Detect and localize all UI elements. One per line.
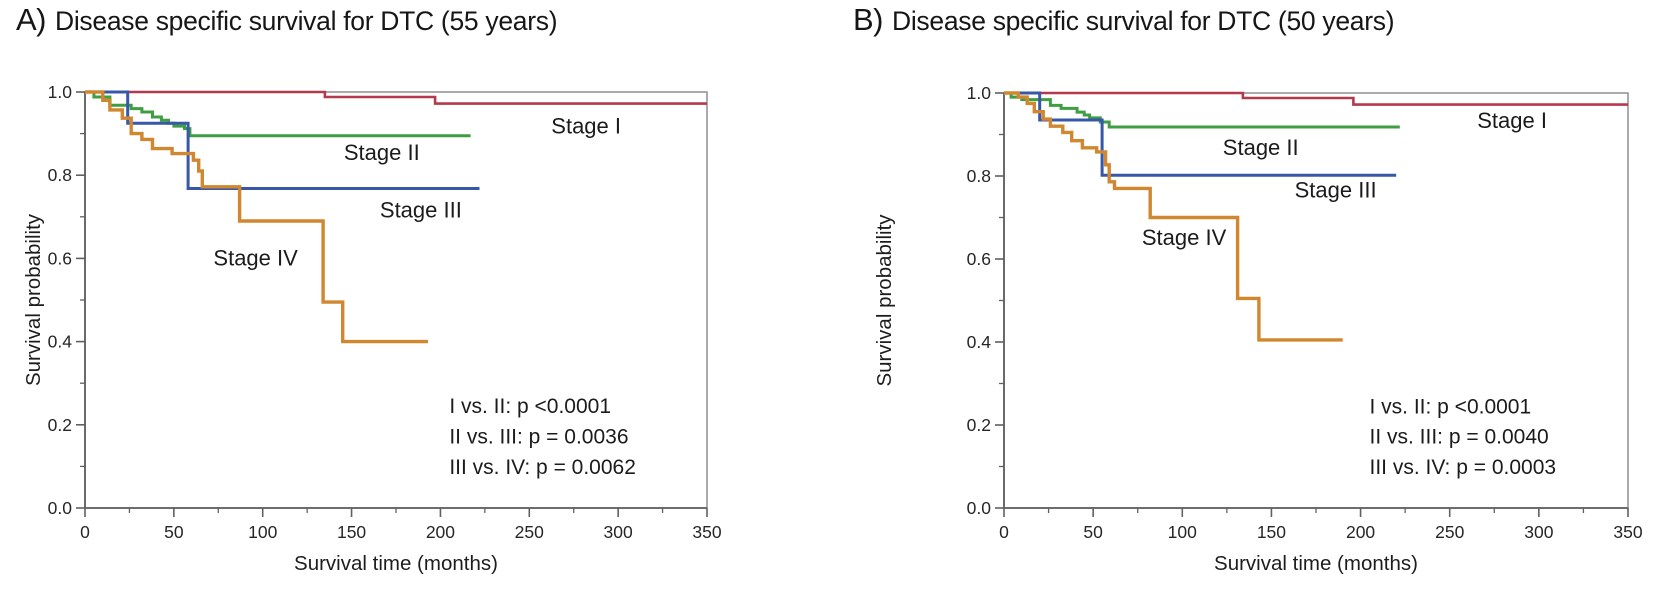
km-curve-stage-i	[1004, 91, 1628, 106]
stage-label-stage-ii: Stage II	[344, 140, 420, 165]
stage-label-stage-ii: Stage II	[1223, 135, 1299, 160]
y-tick-label: 1.0	[967, 83, 992, 103]
x-tick-label: 0	[999, 522, 1009, 542]
p-value-line: II vs. III: p = 0.0036	[449, 425, 628, 448]
x-tick-label: 350	[1613, 522, 1642, 542]
panel-a-title-text: Disease specific survival for DTC (55 ye…	[55, 6, 558, 36]
x-tick-label: 150	[1257, 522, 1286, 542]
p-value-line: III vs. IV: p = 0.0003	[1369, 456, 1556, 479]
panel-a-title-prefix: A)	[16, 2, 47, 37]
y-tick-label: 0.8	[967, 166, 991, 186]
x-tick-label: 0	[80, 522, 90, 542]
x-tick-label: 200	[426, 522, 455, 542]
km-curve-stage-iii	[1004, 91, 1397, 177]
x-tick-label: 50	[164, 522, 184, 542]
x-tick-label: 350	[692, 522, 721, 542]
stage-label-stage-iv: Stage IV	[1142, 225, 1227, 250]
y-axis-title: Survival probability	[873, 214, 896, 387]
p-value-line: I vs. II: p <0.0001	[449, 395, 611, 418]
panel-a-title: A) Disease specific survival for DTC (55 …	[16, 2, 558, 38]
km-curve-stage-iv	[85, 90, 428, 344]
panel-b-title: B) Disease specific survival for DTC (50 …	[853, 2, 1395, 38]
stage-label-stage-iii: Stage III	[380, 198, 462, 223]
y-tick-label: 0.0	[967, 498, 992, 518]
x-tick-label: 50	[1083, 522, 1103, 542]
y-tick-label: 0.0	[48, 498, 73, 518]
x-tick-label: 100	[1168, 522, 1197, 542]
x-axis-title: Survival time (months)	[1214, 552, 1418, 575]
panel-b: B) Disease specific survival for DTC (50 …	[827, 0, 1654, 589]
y-tick-label: 0.8	[48, 165, 72, 185]
x-tick-label: 250	[1435, 522, 1464, 542]
y-tick-label: 1.0	[48, 82, 73, 102]
km-curve-stage-ii	[85, 90, 471, 138]
y-tick-label: 0.6	[48, 248, 72, 268]
p-value-line: III vs. IV: p = 0.0062	[449, 456, 636, 479]
x-tick-label: 150	[337, 522, 366, 542]
y-tick-label: 0.4	[967, 332, 992, 352]
stage-label-stage-iv: Stage IV	[213, 245, 298, 270]
km-chart-panel-a: 0 50 100 150 200 250 300 350 1.0 0.8 0.6 0.4 0.2 0.0 S…	[22, 82, 722, 575]
km-curve-stage-iv	[1004, 91, 1343, 342]
km-curve-stage-i	[85, 90, 707, 105]
panel-b-title-text: Disease specific survival for DTC (50 ye…	[892, 6, 1395, 36]
panel-a: A) Disease specific survival for DTC (55 …	[16, 2, 722, 575]
x-tick-label: 300	[1524, 522, 1553, 542]
stage-label-stage-i: Stage I	[551, 114, 621, 139]
y-tick-label: 0.2	[967, 415, 991, 435]
panel-b-title-prefix: B)	[853, 2, 884, 37]
stage-label-stage-i: Stage I	[1477, 108, 1547, 133]
p-value-line: I vs. II: p <0.0001	[1369, 395, 1531, 418]
x-axis-title: Survival time (months)	[294, 552, 498, 575]
y-axis-title: Survival probability	[22, 213, 45, 386]
x-tick-label: 100	[248, 522, 277, 542]
p-value-line: II vs. III: p = 0.0040	[1369, 426, 1548, 449]
y-tick-label: 0.4	[48, 332, 73, 352]
y-tick-label: 0.6	[967, 249, 991, 269]
stage-label-stage-iii: Stage III	[1295, 178, 1377, 203]
x-tick-label: 300	[604, 522, 633, 542]
x-tick-label: 250	[515, 522, 544, 542]
y-tick-label: 0.2	[48, 415, 72, 435]
km-chart-panel-b: 0 50 100 150 200 250 300 350 1.0 0.8 0.6 0.4 0.2 0.0 S…	[873, 83, 1643, 575]
x-tick-label: 200	[1346, 522, 1375, 542]
